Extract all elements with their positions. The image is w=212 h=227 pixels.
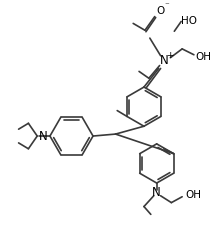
Text: +: + (166, 51, 173, 60)
Text: HO: HO (181, 17, 197, 27)
Text: N: N (152, 186, 161, 199)
Text: O: O (156, 6, 165, 16)
Text: N: N (39, 130, 47, 143)
Text: OH: OH (196, 52, 212, 62)
Text: ⁻: ⁻ (164, 1, 169, 10)
Text: N: N (160, 54, 169, 67)
Text: OH: OH (185, 190, 201, 200)
